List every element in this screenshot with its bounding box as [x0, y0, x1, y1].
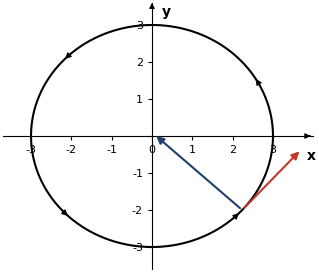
Text: x: x — [307, 149, 316, 163]
Text: y: y — [162, 5, 171, 18]
